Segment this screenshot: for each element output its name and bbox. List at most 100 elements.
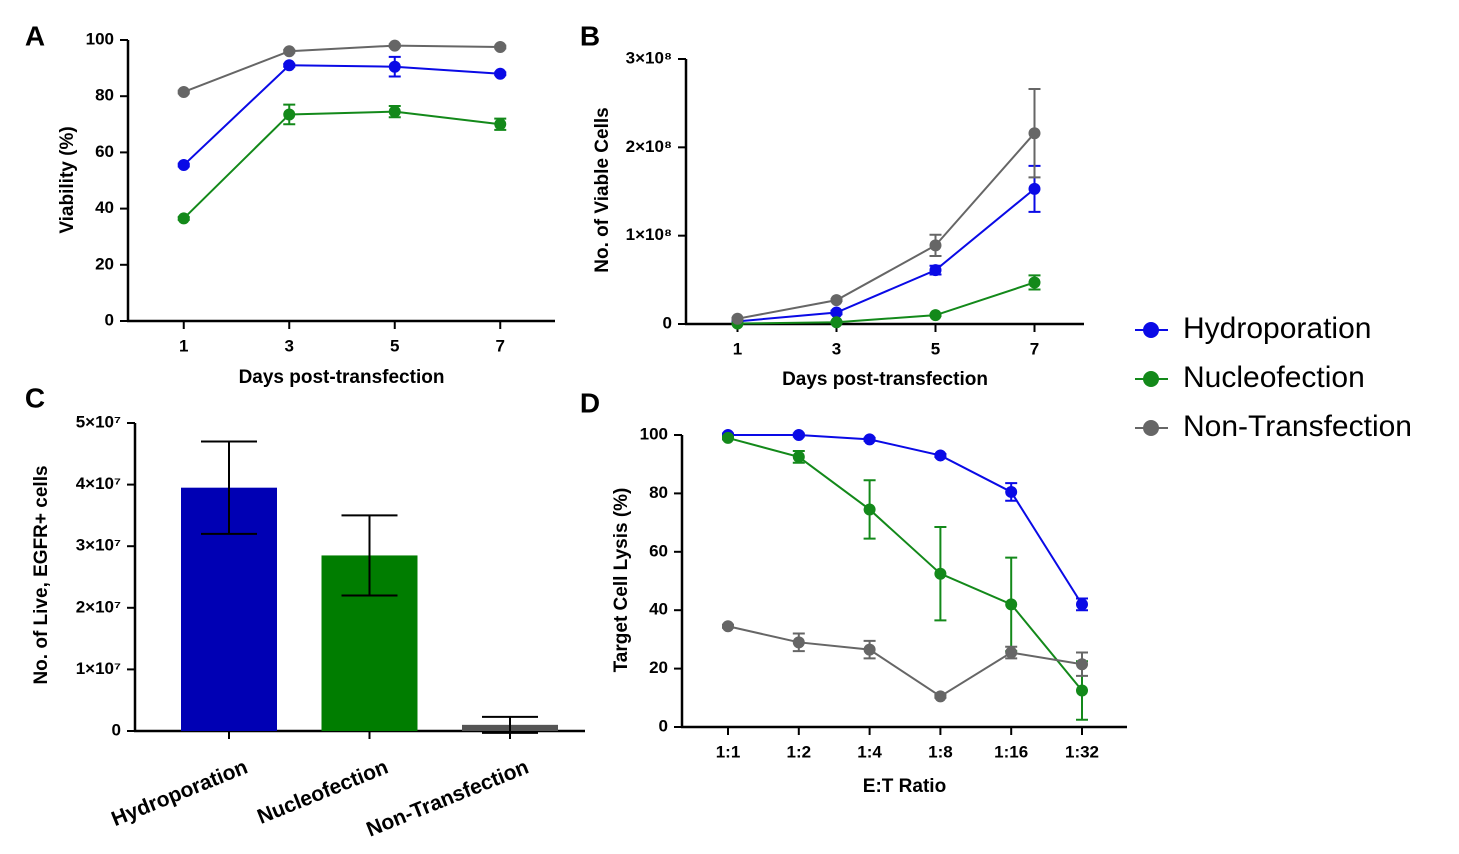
- data-point: [1005, 598, 1018, 611]
- y-tick-label: 2×10⁸: [626, 137, 672, 156]
- y-tick-label: 60: [95, 142, 114, 161]
- x-tick-label: 1:16: [994, 742, 1028, 761]
- y-axis-label: Target Cell Lysis (%): [611, 488, 632, 673]
- data-point: [283, 108, 296, 121]
- x-tick-label: 7: [496, 336, 505, 355]
- panel-label: B: [580, 20, 600, 51]
- data-point: [863, 643, 876, 656]
- y-tick-label: 2×10⁷: [76, 597, 121, 616]
- data-point: [929, 309, 942, 322]
- legend-marker: [1143, 322, 1159, 338]
- x-tick-label: 1:32: [1065, 742, 1099, 761]
- data-point: [863, 433, 876, 446]
- legend-label: Nucleofection: [1183, 361, 1365, 394]
- data-point: [283, 45, 296, 58]
- data-point: [731, 312, 744, 325]
- panel-label: A: [25, 20, 45, 51]
- y-tick-label: 20: [95, 254, 114, 273]
- y-tick-label: 1×10⁷: [76, 659, 121, 678]
- x-tick-label: 3: [285, 336, 294, 355]
- data-point: [1028, 127, 1041, 140]
- series-line: [737, 188, 1036, 323]
- x-tick-label: 1: [733, 339, 742, 358]
- y-axis-label: No. of Live, EGFR+ cells: [31, 465, 52, 684]
- legend-label: Non-Transfection: [1183, 410, 1412, 443]
- data-point: [177, 159, 190, 172]
- y-tick-label: 80: [95, 86, 114, 105]
- data-point: [494, 41, 507, 54]
- error-bar: [201, 440, 257, 535]
- data-point: [830, 306, 843, 319]
- data-point: [388, 105, 401, 118]
- y-tick-label: 0: [663, 313, 672, 332]
- y-axis-label: Viability (%): [57, 126, 78, 233]
- y-tick-label: 3×10⁷: [76, 536, 121, 555]
- panel-label: C: [25, 382, 45, 413]
- y-tick-label: 60: [649, 541, 668, 560]
- y-tick-label: 100: [86, 29, 114, 48]
- series-line: [737, 281, 1035, 325]
- y-tick-label: 0: [659, 716, 668, 735]
- series-line: [737, 132, 1036, 320]
- series-line: [727, 625, 1083, 698]
- series-line: [183, 64, 501, 166]
- x-tick-label: Non-Transfection: [363, 755, 532, 841]
- legend-label: Hydroporation: [1183, 312, 1371, 345]
- data-point: [830, 316, 843, 329]
- x-tick-label: Hydroporation: [108, 755, 251, 831]
- data-point: [1076, 598, 1088, 611]
- y-tick-label: 0: [105, 310, 114, 329]
- data-point: [929, 239, 942, 252]
- data-point: [1028, 182, 1041, 195]
- series-line: [727, 436, 1083, 692]
- x-tick-label: 1:1: [716, 742, 741, 761]
- legend-marker: [1143, 371, 1159, 387]
- data-point: [722, 431, 734, 444]
- legend-marker: [1143, 420, 1159, 436]
- y-tick-label: 80: [649, 483, 668, 502]
- data-point: [792, 636, 805, 649]
- data-point: [830, 294, 843, 307]
- data-point: [934, 690, 947, 703]
- x-axis-label: Days post-transfection: [782, 369, 988, 390]
- y-tick-label: 40: [95, 198, 114, 217]
- x-tick-label: 3: [832, 339, 841, 358]
- y-tick-label: 1×10⁸: [626, 225, 672, 244]
- y-tick-label: 3×10⁸: [626, 48, 672, 67]
- y-tick-label: 5×10⁷: [76, 412, 121, 431]
- data-point: [792, 450, 805, 463]
- data-point: [177, 212, 190, 225]
- data-point: [1005, 485, 1018, 498]
- x-tick-label: 1:4: [857, 742, 882, 761]
- series-line: [183, 44, 501, 93]
- data-point: [792, 429, 805, 441]
- data-point: [934, 449, 947, 462]
- x-tick-label: 5: [931, 339, 940, 358]
- error-bar: [341, 514, 398, 597]
- x-axis-label: E:T Ratio: [863, 776, 946, 797]
- y-tick-label: 4×10⁷: [76, 474, 121, 493]
- y-tick-label: 100: [640, 424, 668, 443]
- x-tick-label: 5: [390, 336, 399, 355]
- data-point: [283, 59, 296, 72]
- x-tick-label: 1:8: [928, 742, 953, 761]
- data-point: [934, 567, 947, 580]
- y-axis-label: No. of Viable Cells: [592, 107, 613, 272]
- y-tick-label: 0: [112, 720, 121, 739]
- series-line: [183, 110, 501, 220]
- data-point: [388, 39, 401, 52]
- x-tick-label: 1: [179, 336, 188, 355]
- data-point: [722, 620, 734, 633]
- x-tick-label: 1:2: [787, 742, 812, 761]
- data-point: [863, 503, 876, 516]
- data-point: [929, 264, 942, 277]
- data-point: [177, 85, 190, 98]
- x-tick-label: 7: [1030, 339, 1039, 358]
- y-tick-label: 20: [649, 658, 668, 677]
- data-point: [1028, 276, 1041, 289]
- data-point: [494, 67, 507, 80]
- data-point: [1076, 684, 1088, 697]
- data-point: [388, 60, 401, 73]
